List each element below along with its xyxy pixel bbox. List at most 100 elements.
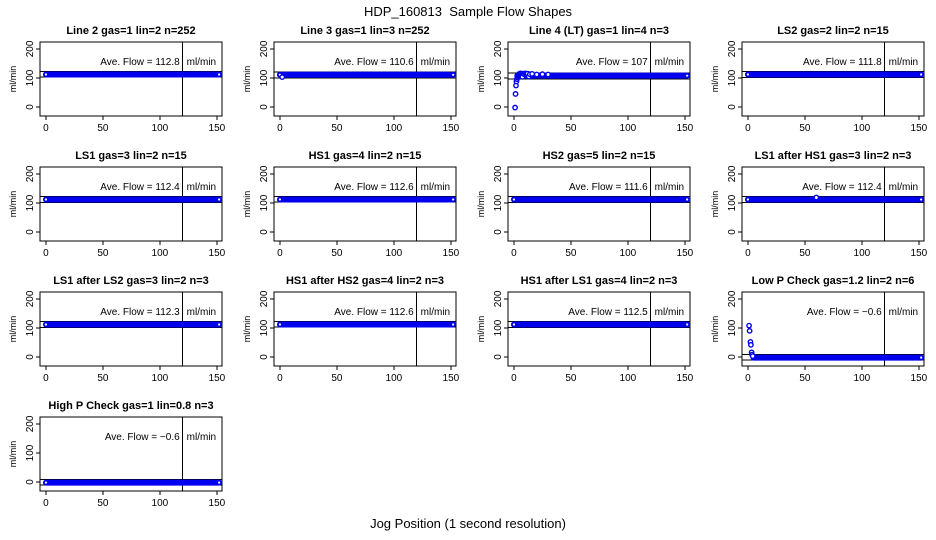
y-tick-label: 100 — [25, 444, 36, 461]
x-tick-label: 0 — [277, 248, 283, 259]
flow-point — [813, 194, 820, 201]
y-tick-label: 0 — [25, 479, 36, 485]
flow-panel: LS1 after LS2 gas=3 lin=2 n=3 0 50 100 150 0 1… — [0, 270, 234, 395]
ave-flow-unit: ml/min — [889, 57, 918, 68]
x-tick-label: 100 — [620, 373, 637, 384]
x-tick-label: 100 — [854, 248, 871, 259]
y-tick-label: 200 — [25, 165, 36, 182]
panel-svg: Line 4 (LT) gas=1 lin=4 n=3 0 50 100 150 0 100… — [476, 25, 694, 134]
x-tick-label: 0 — [43, 498, 49, 509]
band-end-notch — [44, 73, 48, 76]
band-end-notch — [218, 73, 221, 76]
x-tick-label: 150 — [209, 498, 226, 509]
y-tick-label: 100 — [25, 319, 36, 336]
flow-panel: High P Check gas=1 lin=0.8 n=3 0 50 100 150 0… — [0, 395, 234, 520]
x-tick-label: 50 — [565, 123, 577, 134]
flow-point — [746, 327, 753, 334]
y-tick-label: 200 — [259, 40, 270, 57]
x-tick-label: 100 — [152, 248, 169, 259]
flow-point — [279, 74, 286, 81]
band-end-notch — [686, 74, 689, 77]
ave-flow-text: Ave. Flow = 112.6 — [334, 307, 414, 318]
x-tick-label: 50 — [331, 248, 343, 259]
panel-title: Line 3 gas=1 lin=3 n=252 — [300, 25, 429, 37]
panel-svg: Line 3 gas=1 lin=3 n=252 0 50 100 150 0 100 200… — [242, 25, 460, 134]
flow-panel: HS1 after HS2 gas=4 lin=2 n=3 0 50 100 150 0 1… — [234, 270, 468, 395]
x-tick-label: 50 — [799, 373, 811, 384]
ave-flow-unit: ml/min — [421, 57, 450, 68]
panel-svg: High P Check gas=1 lin=0.8 n=3 0 50 100 150 0… — [8, 400, 226, 509]
x-tick-label: 100 — [152, 498, 169, 509]
y-axis-unit-label: ml/min — [8, 441, 18, 468]
y-axis-unit-label: ml/min — [8, 316, 18, 343]
y-tick-label: 100 — [493, 69, 504, 86]
y-tick-label: 0 — [259, 354, 270, 360]
y-axis-unit-label: ml/min — [476, 66, 486, 93]
x-tick-label: 50 — [331, 373, 343, 384]
ave-flow-text: Ave. Flow = 112.3 — [100, 307, 180, 318]
panel-svg: LS1 after HS1 gas=3 lin=2 n=3 0 50 100 150 0 1… — [710, 150, 928, 259]
panel-svg: HS1 after HS2 gas=4 lin=2 n=3 0 50 100 150 0 1… — [242, 275, 460, 384]
plot-box — [273, 166, 457, 242]
plot-box — [39, 291, 223, 367]
x-tick-label: 150 — [443, 123, 460, 134]
y-axis-unit-label: ml/min — [8, 66, 18, 93]
ave-flow-text: Ave. Flow = −0.6 — [105, 432, 180, 443]
y-axis-unit-label: ml/min — [242, 66, 252, 93]
ave-flow-text: Ave. Flow = 112.4 — [100, 182, 180, 193]
flow-panel: LS2 gas=2 lin=2 n=15 0 50 100 150 0 100 200 ml/m… — [702, 20, 936, 145]
panel-title: HS1 after LS1 gas=4 lin=2 n=3 — [521, 275, 678, 287]
y-tick-label: 200 — [25, 40, 36, 57]
x-tick-label: 100 — [620, 123, 637, 134]
panel-svg: HS1 after LS1 gas=4 lin=2 n=3 0 50 100 150 0 1… — [476, 275, 694, 384]
y-tick-label: 0 — [493, 354, 504, 360]
figure-title: HDP_160813 Sample Flow Shapes — [363, 4, 573, 19]
x-tick-label: 100 — [386, 123, 403, 134]
x-tick-label: 0 — [511, 123, 517, 134]
plot-box — [507, 291, 691, 367]
y-tick-label: 100 — [493, 319, 504, 336]
x-tick-label: 0 — [745, 248, 751, 259]
y-tick-label: 200 — [493, 165, 504, 182]
y-tick-label: 100 — [727, 69, 738, 86]
ave-flow-unit: ml/min — [187, 57, 216, 68]
panel-svg: HS2 gas=5 lin=2 n=15 0 50 100 150 0 100 200 ml/m… — [476, 150, 694, 259]
x-tick-label: 50 — [565, 373, 577, 384]
flow-panel: HS2 gas=5 lin=2 n=15 0 50 100 150 0 100 200 ml/m… — [468, 145, 702, 270]
x-axis-label: Jog Position (1 second resolution) — [370, 516, 566, 531]
x-tick-label: 0 — [43, 123, 49, 134]
band-end-notch — [44, 323, 48, 326]
band-end-notch — [218, 481, 221, 484]
flow-point — [512, 104, 518, 111]
y-tick-label: 100 — [493, 194, 504, 211]
x-tick-label: 100 — [854, 123, 871, 134]
x-tick-label: 150 — [911, 123, 928, 134]
plot-box — [39, 166, 223, 242]
y-axis-unit-label: ml/min — [242, 191, 252, 218]
y-tick-label: 0 — [727, 354, 738, 360]
plot-box — [273, 41, 457, 117]
x-tick-label: 50 — [799, 248, 811, 259]
y-tick-label: 0 — [25, 229, 36, 235]
panel-title: Low P Check gas=1.2 lin=2 n=6 — [752, 275, 915, 287]
band-end-notch — [218, 323, 221, 326]
x-tick-label: 150 — [443, 248, 460, 259]
x-tick-label: 150 — [209, 248, 226, 259]
x-tick-label: 0 — [511, 248, 517, 259]
panel-title: Line 2 gas=1 lin=2 n=252 — [66, 25, 195, 37]
y-tick-label: 100 — [259, 194, 270, 211]
x-tick-label: 150 — [677, 373, 694, 384]
y-axis-unit-label: ml/min — [710, 66, 720, 93]
y-tick-label: 100 — [727, 194, 738, 211]
band-end-notch — [686, 198, 689, 201]
band-end-notch — [278, 198, 282, 201]
x-tick-label: 100 — [152, 123, 169, 134]
flow-panel: HS1 after LS1 gas=4 lin=2 n=3 0 50 100 150 0 1… — [468, 270, 702, 395]
y-tick-label: 0 — [259, 104, 270, 110]
flow-point — [545, 71, 552, 78]
ave-flow-text: Ave. Flow = 107 — [576, 57, 648, 68]
ave-flow-text: Ave. Flow = 112.6 — [334, 182, 414, 193]
y-tick-label: 100 — [259, 69, 270, 86]
y-axis-unit-label: ml/min — [710, 316, 720, 343]
ave-flow-text: Ave. Flow = 111.6 — [569, 182, 648, 193]
